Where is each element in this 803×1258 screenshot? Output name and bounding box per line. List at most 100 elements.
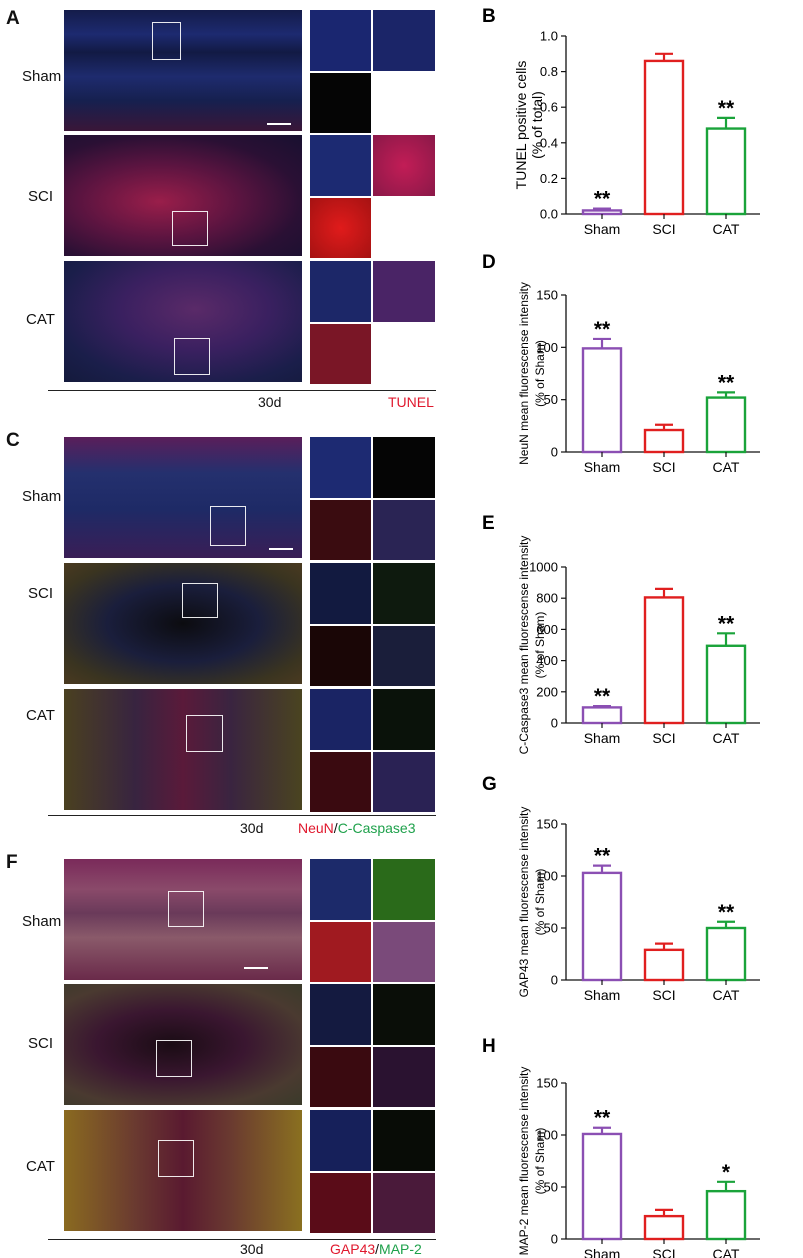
inset-neun-cat-neun <box>310 752 371 812</box>
bar <box>581 347 623 454</box>
x-tick-label: Sham <box>584 730 621 746</box>
inset-neun-sci-caspase <box>373 563 435 624</box>
inset-gap43-cat-gap43 <box>310 1173 371 1233</box>
y-tick-label: 100 <box>536 1128 558 1143</box>
inset-neun-sham-dapi <box>310 437 371 498</box>
inset-gap43-sham-map2 <box>373 859 435 920</box>
x-tick-label: SCI <box>652 730 675 746</box>
significance-marker: ** <box>594 188 611 211</box>
bar <box>705 926 747 982</box>
inset-neun-cat-caspase <box>373 689 435 750</box>
bar <box>643 59 685 216</box>
inset-tunel-sci-merge <box>373 135 435 196</box>
bar-chart-b: B 0.0 0.2 0.4 0.6 0.8 1.0 TUNEL positive cells(… <box>482 6 760 237</box>
panel-f-timepoint: 30d <box>240 1241 264 1257</box>
bar <box>643 596 685 725</box>
bar <box>705 396 747 454</box>
micrograph-neun-sham <box>64 437 302 558</box>
panel-letter: H <box>482 1036 496 1057</box>
micrograph-gap43-cat <box>64 1110 302 1231</box>
inset-tunel-sham-merge <box>373 10 435 71</box>
row-label-sham: Sham <box>22 913 62 930</box>
row-label-cat: CAT <box>26 311 55 328</box>
x-tick-label: Sham <box>584 1246 621 1258</box>
significance-marker: * <box>722 1161 731 1184</box>
y-axis-label: (% of Sham) <box>533 612 547 679</box>
x-tick-label: Sham <box>584 459 621 475</box>
bar <box>581 209 623 216</box>
bar <box>643 428 685 454</box>
y-axis-label: MAP-2 mean fluorescense intensity <box>517 1067 531 1256</box>
inset-neun-sham-neun <box>310 500 371 560</box>
inset-gap43-sham-dapi <box>310 859 371 920</box>
micrograph-tunel-sham <box>64 10 302 131</box>
inset-gap43-sci-gap43 <box>310 1047 371 1107</box>
row-label-sci: SCI <box>28 1035 54 1052</box>
inset-gap43-sci-merge <box>373 1047 435 1107</box>
panel-letter: E <box>482 513 495 534</box>
significance-marker: ** <box>594 685 611 708</box>
y-tick-label: 0 <box>551 716 558 731</box>
y-axis-label: (% of total) <box>529 91 545 159</box>
y-tick-label: 0 <box>551 445 558 460</box>
y-tick-label: 1000 <box>529 560 558 575</box>
y-axis-label: TUNEL positive cells <box>513 61 529 190</box>
row-label-sci: SCI <box>28 188 54 205</box>
inset-neun-cat-dapi <box>310 689 371 750</box>
y-tick-label: 50 <box>544 921 558 936</box>
inset-tunel-sci-tunel <box>310 198 371 258</box>
bar <box>705 644 747 725</box>
inset-neun-sci-dapi <box>310 563 371 624</box>
micrograph-gap43-sham <box>64 859 302 980</box>
panel-a-divider <box>48 390 436 391</box>
bar <box>705 1189 747 1241</box>
y-tick-label: 0.2 <box>540 171 558 186</box>
y-tick-label: 100 <box>536 869 558 884</box>
y-tick-label: 50 <box>544 1180 558 1195</box>
y-tick-label: 100 <box>536 340 558 355</box>
significance-marker: ** <box>718 97 735 120</box>
panel-letter: D <box>482 252 496 273</box>
panel-c-stain-label: NeuN/C-Caspase3 <box>298 820 416 836</box>
x-tick-label: Sham <box>584 987 621 1003</box>
inset-gap43-sci-dapi <box>310 984 371 1045</box>
y-tick-label: 1.0 <box>540 29 558 44</box>
y-tick-label: 800 <box>536 591 558 606</box>
y-tick-label: 200 <box>536 684 558 699</box>
y-tick-label: 0.0 <box>540 207 558 222</box>
x-tick-label: SCI <box>652 459 675 475</box>
panel-c-divider <box>48 815 436 816</box>
stain-neun: NeuN <box>298 820 334 836</box>
inset-tunel-sci-dapi <box>310 135 371 196</box>
significance-marker: ** <box>594 1107 611 1130</box>
stain-separator: / <box>375 1241 380 1257</box>
significance-marker: ** <box>718 371 735 394</box>
x-tick-label: CAT <box>713 730 740 746</box>
stain-map2: MAP-2 <box>379 1241 422 1257</box>
y-axis-label: (% of Sham) <box>533 340 547 407</box>
row-label-sham: Sham <box>22 68 62 85</box>
y-axis-label: (% of Sham) <box>533 869 547 936</box>
y-axis-label: (% of Sham) <box>533 1128 547 1195</box>
bar <box>643 948 685 982</box>
y-tick-label: 150 <box>536 288 558 303</box>
stain-caspase3: C-Caspase3 <box>337 820 416 836</box>
y-tick-label: 150 <box>536 1076 558 1091</box>
micrograph-neun-cat <box>64 689 302 810</box>
bar <box>643 1214 685 1241</box>
row-label-cat: CAT <box>26 707 55 724</box>
micrograph-tunel-sci <box>64 135 302 256</box>
x-tick-label: Sham <box>584 221 621 237</box>
y-tick-label: 400 <box>536 653 558 668</box>
panel-letter: B <box>482 6 496 27</box>
y-tick-label: 0 <box>551 973 558 988</box>
panel-f-stain-label: GAP43/MAP-2 <box>330 1241 422 1257</box>
bar <box>581 1132 623 1241</box>
bar <box>705 127 747 216</box>
y-tick-label: 0 <box>551 1232 558 1247</box>
inset-neun-sci-neun <box>310 626 371 686</box>
y-tick-label: 600 <box>536 622 558 637</box>
panel-f-divider <box>48 1239 436 1240</box>
bar-chart-d: D 0 50 100 150 NeuN mean fluorescense intensi… <box>482 252 760 475</box>
inset-neun-sham-caspase <box>373 437 435 498</box>
